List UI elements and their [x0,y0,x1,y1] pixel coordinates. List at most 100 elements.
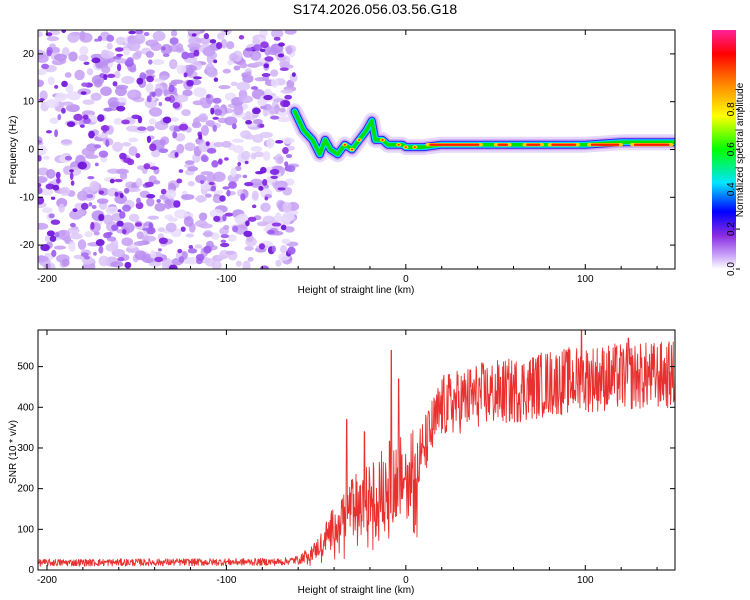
spectrogram-noise-peak [143,31,150,37]
spectrogram-noise-peak [176,178,183,184]
spectrogram-noise-blob [126,125,140,132]
spectrogram-noise-blob [196,194,206,203]
spectrogram-noise-peak [224,157,229,161]
spectrogram-noise-blob [192,100,204,106]
spectrogram-noise-peak [54,85,59,89]
spectrogram-noise-peak [244,160,249,165]
spectrogram-noise-peak [259,123,265,128]
spectrogram-noise-blob [169,58,178,70]
spectrogram-noise-peak [242,174,248,179]
spectrogram-noise-blob [58,203,65,213]
spectrogram-noise-peak [93,251,97,256]
spectrogram-noise-peak [116,63,122,72]
spectrogram-noise-blob [170,30,178,37]
snr-x-tick-label: -200 [37,575,57,586]
spectrogram-noise-peak [273,36,281,41]
spectrogram-noise-peak [114,191,119,197]
spectrogram-noise-blob [176,43,184,52]
spectrogram-noise-blob [61,139,72,144]
spectrogram-noise-blob [270,78,279,88]
spectrogram-noise-peak [136,77,144,85]
spectrogram-noise-peak [123,187,130,194]
spectrogram-noise-blob [153,180,161,185]
spectrogram-noise-peak [205,141,210,147]
spectrogram-noise-blob [242,74,254,84]
spectrogram-noise-blob [213,141,224,148]
spectrogram-noise-peak [231,225,239,233]
spectrogram-noise-blob [280,245,288,254]
spectrogram-noise-blob [145,69,156,75]
spectrogram-noise-blob [262,151,271,161]
spectrogram-noise-peak [277,53,285,58]
spectrogram-x-tick-label: 100 [577,274,594,285]
spectrogram-noise-blob [100,50,115,59]
spectrogram-noise-peak [178,123,189,131]
spectrogram-noise-blob [277,116,291,123]
spectrogram-noise-blob [54,92,67,102]
snr-y-tick-label: 0 [28,565,34,576]
spectrogram-noise-blob [68,241,76,252]
spectrogram-noise-blob [223,224,230,230]
spectrogram-noise-blob [129,66,137,73]
spectrogram-noise-peak [220,234,230,239]
spectrogram-noise-blob [126,187,141,193]
spectrogram-noise-blob [270,69,279,77]
spectrogram-noise-blob [133,241,146,247]
spectrogram-noise-peak [81,82,89,87]
spectrogram-noise-peak [178,256,185,263]
spectrogram-noise-peak [259,48,266,53]
snr-x-label: Height of straight line (km) [298,585,415,596]
spectrogram-noise-peak [158,237,168,245]
spectrogram-noise-blob [210,232,220,240]
spectrogram-noise-blob [250,145,263,152]
spectrogram-noise-peak [119,152,127,160]
spectrogram-noise-blob [260,202,271,212]
spectrogram-noise-blob [188,36,202,45]
spectrogram-noise-peak [284,94,293,100]
spectrogram-noise-peak [94,162,99,167]
spectrogram-noise-blob [136,231,144,240]
spectrogram-noise-peak [193,76,202,80]
spectrogram-noise-peak [151,91,156,98]
spectrogram-noise-blob [184,160,195,165]
spectrogram-noise-peak [100,125,110,132]
spectrogram-noise-peak [201,155,209,163]
spectrogram-noise-blob [96,198,109,204]
spectrogram-noise-blob [57,229,71,241]
spectrogram-noise-blob [38,175,48,183]
spectrogram-noise-blob [187,30,201,34]
spectrogram-noise-peak [119,211,126,219]
spectrogram-noise-peak [41,63,50,70]
spectrogram-noise-blob [133,33,146,45]
spectrogram-noise-peak [252,107,261,115]
spectrogram-noise-blob [123,47,131,56]
spectrogram-noise-blob [182,89,193,97]
spectrogram-noise-peak [116,53,124,57]
spectrogram-noise-peak [195,253,205,261]
spectrogram-noise-blob [45,98,59,108]
spectrogram-noise-peak [103,232,112,239]
spectrogram-noise-peak [245,47,254,52]
spectrogram-noise-blob [220,38,228,49]
spectrogram-noise-blob [113,117,123,125]
spectrogram-noise-blob [53,53,67,61]
colorbar-tick-label: 0.6 [726,142,737,156]
spectrogram-noise-peak [88,130,95,139]
spectrogram-noise-blob [253,61,264,67]
spectrogram-noise-blob [106,42,113,50]
spectrogram-noise-peak [187,248,198,254]
spectrogram-noise-blob [194,244,203,249]
spectrogram-noise-blob [90,115,98,123]
spectrogram-noise-blob [59,186,71,196]
spectrogram-noise-blob [252,37,260,46]
spectrogram-noise-peak [94,38,100,42]
spectrogram-noise-blob [206,68,218,78]
spectrogram-noise-blob [135,177,143,188]
spectrogram-noise-peak [282,147,289,155]
spectrogram-noise-blob [280,89,294,94]
spectrogram-noise-blob [151,59,165,66]
spectrogram-noise-blob [121,237,133,247]
spectrogram-noise-blob [169,117,180,122]
spectrogram-noise-peak [275,139,284,144]
